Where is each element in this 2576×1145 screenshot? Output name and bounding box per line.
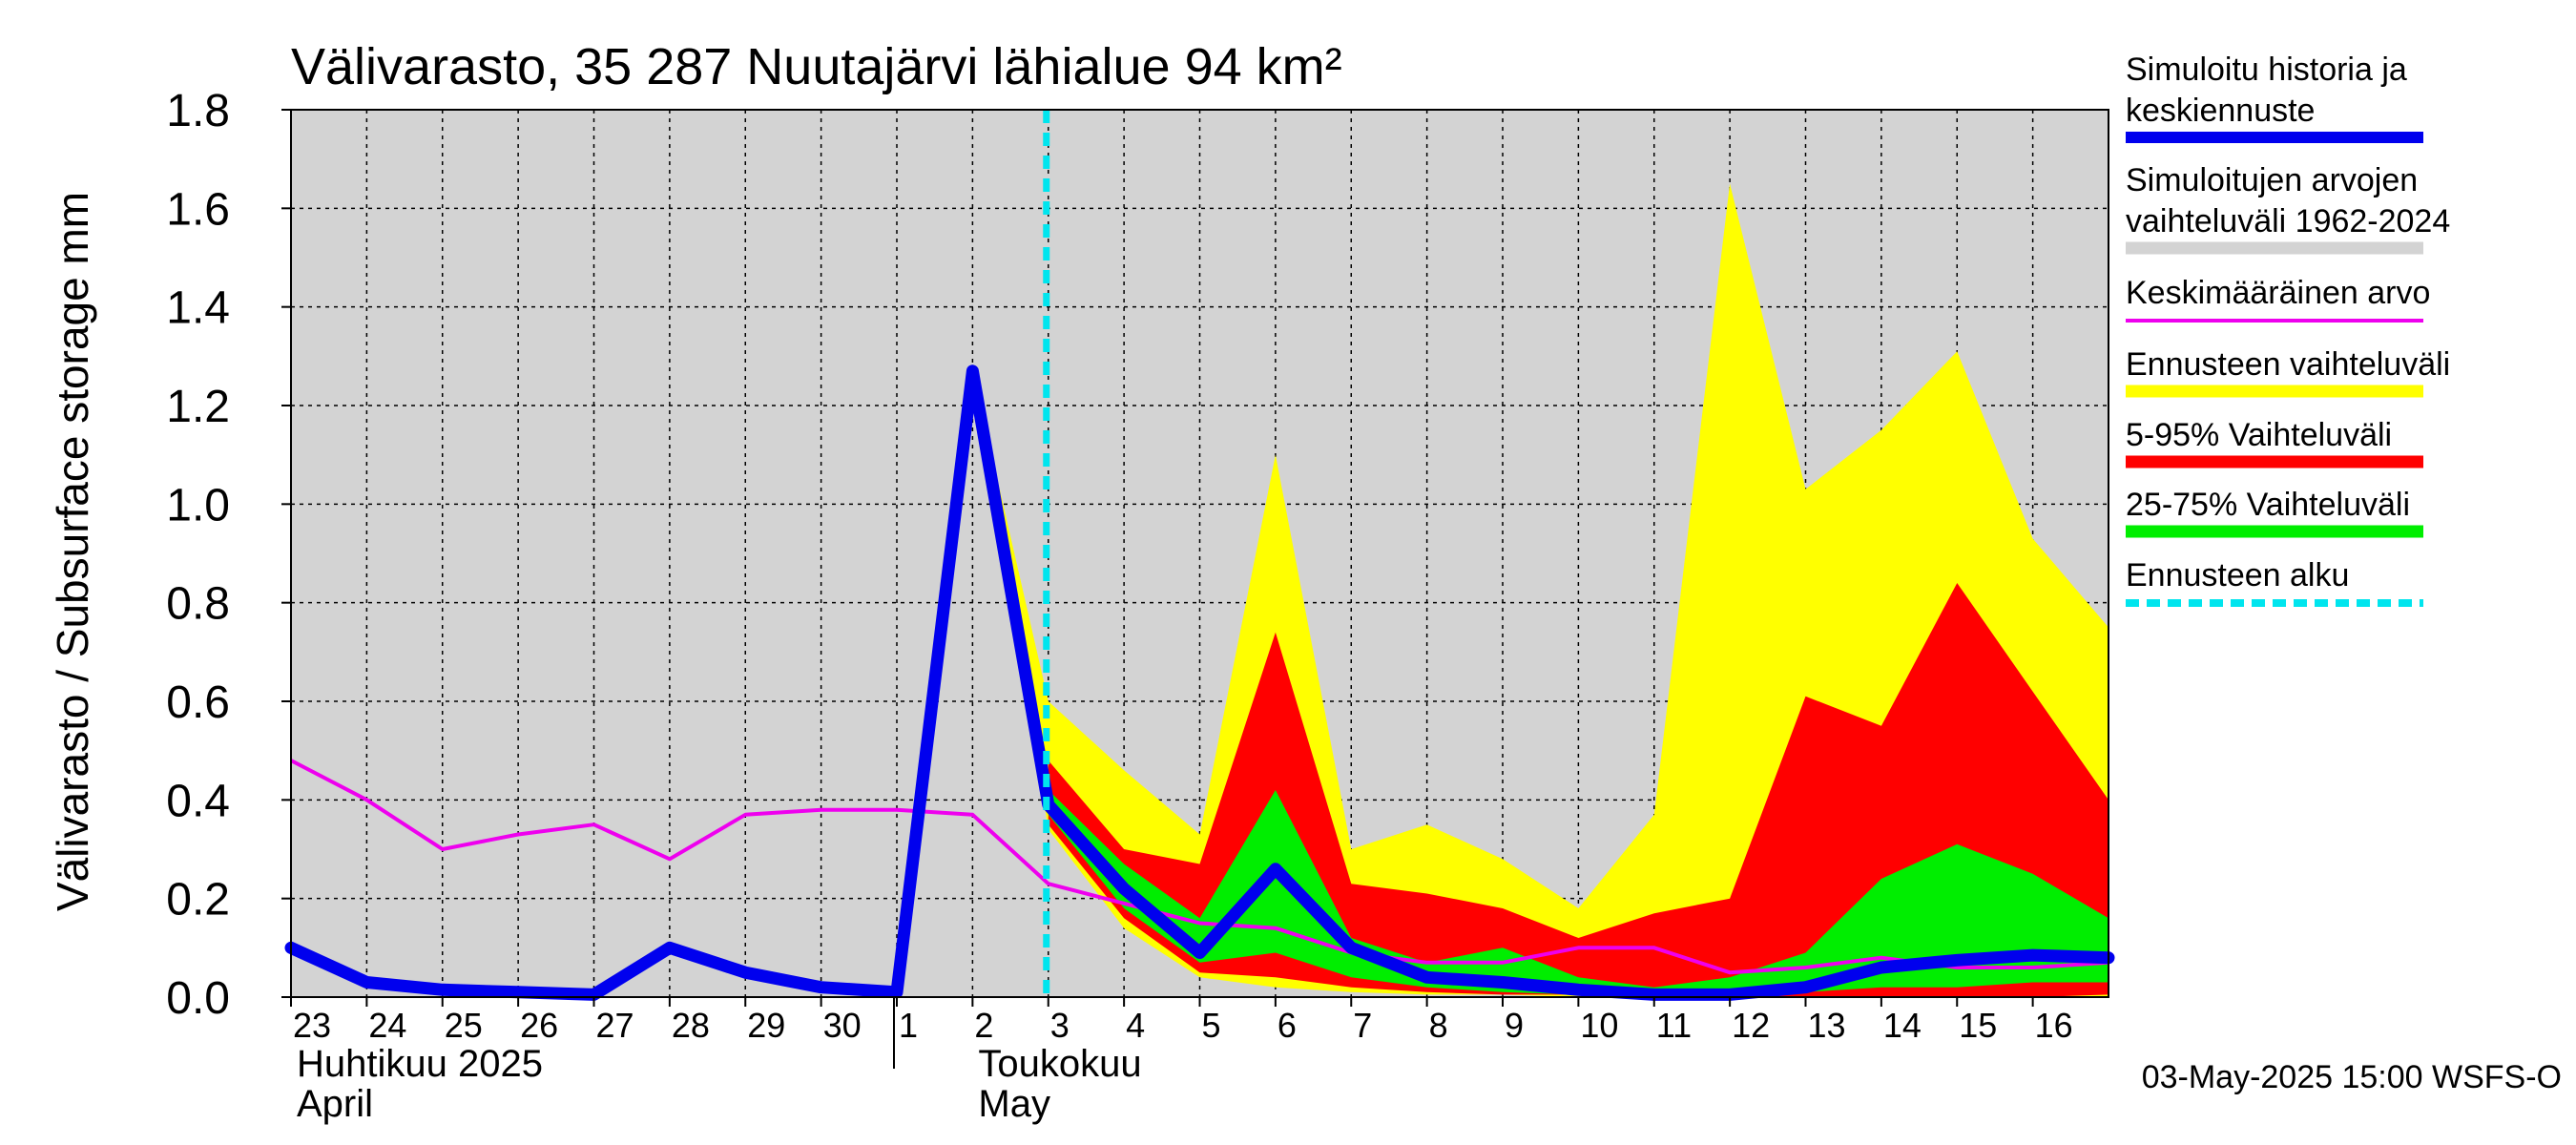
x-tick-label: 10: [1580, 1006, 1618, 1045]
x-tick-label: 8: [1429, 1006, 1448, 1045]
x-tick-label: 14: [1883, 1006, 1922, 1045]
x-tick-label: 24: [368, 1006, 406, 1045]
x-tick-label: 23: [293, 1006, 331, 1045]
legend-label-history-line2: keskiennuste: [2126, 93, 2315, 129]
x-axis: 23 24 25 26 27 28 29 30 1 2 3 4 5 6 7 8 9 10 11 12 13 14 15 16H…: [290, 997, 2073, 1125]
month-label: Huhtikuu 2025: [297, 1043, 543, 1085]
simulated-history-line: [284, 364, 2115, 1001]
legend-label-p5_95: 5-95% Vaihteluväli: [2126, 417, 2392, 453]
legend-label-ens: Ennusteen vaihteluväli: [2126, 346, 2450, 383]
legend-label-range: Simuloitujen arvojen: [2126, 162, 2418, 198]
x-tick-label: 1: [899, 1006, 918, 1045]
x-tick-label: 16: [2035, 1006, 2073, 1045]
legend-label-history: Simuloitu historia ja: [2126, 52, 2407, 88]
legend-label-mean: Keskimääräinen arvo: [2126, 275, 2430, 311]
x-tick-label: 7: [1353, 1006, 1372, 1045]
y-tick-label: 0.6: [166, 677, 230, 728]
x-tick-label: 15: [1959, 1006, 1997, 1045]
x-tick-label: 26: [520, 1006, 558, 1045]
x-tick-label: 4: [1126, 1006, 1145, 1045]
month-label-english: April: [297, 1083, 373, 1125]
legend-label-fstart: Ennusteen alku: [2126, 557, 2349, 593]
x-tick-label: 6: [1278, 1006, 1297, 1045]
legend: Simuloitu historia ja keskiennuste Simuloi…: [2126, 52, 2450, 607]
y-tick-label: 0.2: [166, 875, 230, 926]
y-tick-label: 0.4: [166, 776, 230, 826]
y-tick-label: 1.6: [166, 184, 230, 235]
legend-label-p25_75: 25-75% Vaihteluväli: [2126, 487, 2410, 523]
y-axis: 0.0 0.2 0.4 0.6 0.8 1.0 1.2 1.4 1.6 1.8: [166, 86, 291, 1024]
legend-label-range-line2: vaihteluväli 1962-2024: [2126, 203, 2450, 239]
x-tick-label: 13: [1808, 1006, 1846, 1045]
x-tick-label: 9: [1505, 1006, 1524, 1045]
y-axis-label: Välivarasto / Subsurface storage mm: [48, 192, 97, 911]
y-tick-label: 1.4: [166, 283, 230, 334]
chart-title: Välivarasto, 35 287 Nuutajärvi lähialue …: [291, 38, 1342, 95]
x-tick-label: 12: [1732, 1006, 1770, 1045]
y-tick-label: 0.8: [166, 579, 230, 630]
plot-area: [284, 109, 2115, 1001]
x-tick-label: 25: [445, 1006, 483, 1045]
y-tick-label: 1.8: [166, 86, 230, 136]
x-tick-label: 3: [1050, 1006, 1070, 1045]
month-label: Toukokuu: [978, 1043, 1141, 1085]
month-label-english: May: [978, 1083, 1050, 1125]
y-tick-label: 1.2: [166, 382, 230, 432]
x-tick-label: 28: [672, 1006, 710, 1045]
y-tick-label: 0.0: [166, 973, 230, 1024]
x-tick-label: 5: [1202, 1006, 1221, 1045]
x-tick-label: 11: [1656, 1006, 1692, 1045]
mean-value-line: [290, 759, 2109, 975]
percentile-25-75-band: [1048, 790, 2109, 995]
x-tick-label: 27: [596, 1006, 634, 1045]
y-tick-label: 1.0: [166, 480, 230, 531]
footer-timestamp: 03-May-2025 15:00 WSFS-O: [2142, 1059, 2562, 1095]
x-tick-label: 29: [747, 1006, 785, 1045]
x-tick-label: 2: [974, 1006, 993, 1045]
x-tick-label: 30: [823, 1006, 862, 1045]
